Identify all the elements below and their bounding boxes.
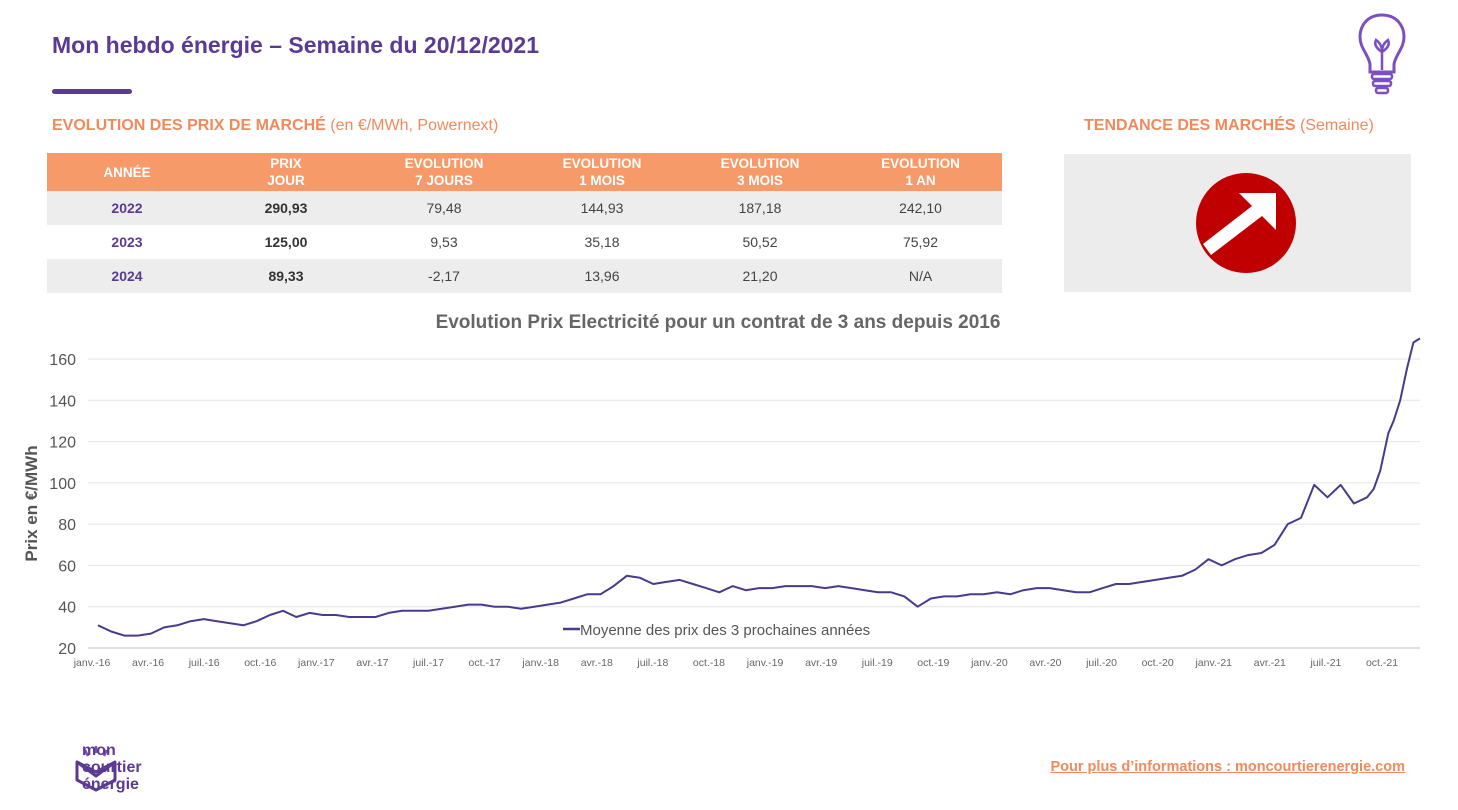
table-row: 2023 125,00 9,53 35,18 50,52 75,92 xyxy=(47,225,1002,259)
logo-line2: courtier xyxy=(82,759,142,776)
col-header-evo-1m: EVOLUTION 1 MOIS xyxy=(562,156,642,188)
trend-panel xyxy=(1064,154,1411,292)
logo-line1: mon xyxy=(82,742,116,759)
y-axis-label: Prix en €/MWh xyxy=(22,445,41,561)
y-tick-label: 140 xyxy=(49,393,76,410)
y-tick-label: 100 xyxy=(49,476,76,493)
page-title: Mon hebdo énergie – Semaine du 20/12/202… xyxy=(52,32,540,58)
cell-evo-7j: 79,48 xyxy=(426,200,462,216)
market-section-title: EVOLUTION DES PRIX DE MARCHÉ (en €/MWh, … xyxy=(52,117,498,135)
more-info-link[interactable]: Pour plus d’informations : moncourtieren… xyxy=(1050,759,1406,775)
trend-section-title: TENDANCE DES MARCHÉS (Semaine) xyxy=(1084,117,1374,135)
x-tick-label: juil.-16 xyxy=(188,657,220,669)
x-tick-label: oct.-19 xyxy=(917,657,949,669)
x-tick-label: juil.-19 xyxy=(861,657,893,669)
lightbulb-icon xyxy=(1358,13,1406,95)
cell-evo-1a: 242,10 xyxy=(899,200,942,216)
cell-evo-1m: 13,96 xyxy=(584,268,620,284)
x-tick-label: juil.-18 xyxy=(636,657,668,669)
x-tick-label: avr.-17 xyxy=(356,657,388,669)
x-tick-label: janv.-18 xyxy=(521,657,559,669)
col-header-annee: Année xyxy=(103,164,151,180)
logo-icon xyxy=(75,746,117,792)
x-tick-label: juil.-17 xyxy=(412,657,444,669)
x-tick-label: avr.-16 xyxy=(132,657,164,669)
market-section-title-bold: EVOLUTION DES PRIX DE MARCHÉ xyxy=(52,117,326,134)
x-tick-label: janv.-16 xyxy=(73,657,111,669)
x-tick-label: oct.-17 xyxy=(469,657,501,669)
cell-year: 2024 xyxy=(111,268,143,284)
y-tick-label: 160 xyxy=(49,352,76,369)
price-table: Année PRIX JOUR EVOLUTION 7 JOURS EVOLUTIO… xyxy=(47,153,1002,293)
trend-section-title-bold: TENDANCE DES MARCHÉS xyxy=(1084,117,1296,134)
price-line-chart: 20 40 60 80 100 120 140 160 janv.-16 avr.-16 juil.… xyxy=(22,337,1421,669)
y-tick-label: 80 xyxy=(58,517,76,534)
x-tick-label: juil.-20 xyxy=(1085,657,1117,669)
x-tick-label: janv.-17 xyxy=(297,657,335,669)
cell-evo-7j: -2,17 xyxy=(428,268,460,284)
cell-evo-1a: N/A xyxy=(908,268,933,284)
x-tick-label: avr.-18 xyxy=(581,657,613,669)
col-header-evo-1a: EVOLUTION 1 AN xyxy=(881,156,960,188)
logo-line3: énergie xyxy=(82,776,139,793)
y-tick-label: 120 xyxy=(49,435,76,452)
x-tick-label: janv.-21 xyxy=(1194,657,1232,669)
logo-text: mon courtier énergie xyxy=(82,742,142,793)
trend-section-title-rest: (Semaine) xyxy=(1295,117,1374,134)
x-tick-label: avr.-21 xyxy=(1254,657,1286,669)
cell-prix-jour: 125,00 xyxy=(264,234,308,250)
legend-label: Moyenne des prix des 3 prochaines années xyxy=(580,622,870,639)
cell-prix-jour: 89,33 xyxy=(268,268,304,284)
series-line xyxy=(97,337,1421,637)
x-tick-label: oct.-16 xyxy=(244,657,276,669)
x-tick-label: oct.-18 xyxy=(693,657,725,669)
cell-evo-3m: 187,18 xyxy=(738,200,782,216)
trend-up-arrow-icon xyxy=(1196,173,1296,273)
y-tick-label: 60 xyxy=(58,558,76,575)
x-tick-label: avr.-20 xyxy=(1029,657,1061,669)
y-tick-label: 20 xyxy=(58,641,76,658)
col-header-evo-7j: EVOLUTION 7 JOURS xyxy=(404,156,484,188)
price-table-header: Année PRIX JOUR EVOLUTION 7 JOURS EVOLUTIO… xyxy=(47,153,1002,191)
table-row: 2024 89,33 -2,17 13,96 21,20 N/A xyxy=(47,259,1002,293)
col-header-prix-jour: PRIX JOUR xyxy=(267,156,305,188)
title-underline xyxy=(52,89,132,94)
cell-evo-7j: 9,53 xyxy=(430,234,458,250)
cell-evo-3m: 50,52 xyxy=(742,234,778,250)
chart-title: Evolution Prix Electricité pour un contr… xyxy=(435,312,1001,333)
x-tick-label: oct.-21 xyxy=(1366,657,1398,669)
x-tick-label: avr.-19 xyxy=(805,657,837,669)
cell-evo-1m: 35,18 xyxy=(584,234,620,250)
cell-prix-jour: 290,93 xyxy=(264,200,308,216)
x-tick-label: janv.-19 xyxy=(746,657,784,669)
col-header-evo-3m: EVOLUTION 3 MOIS xyxy=(720,156,800,188)
x-tick-label: janv.-20 xyxy=(970,657,1008,669)
cell-evo-3m: 21,20 xyxy=(742,268,778,284)
x-tick-label: oct.-20 xyxy=(1142,657,1174,669)
cell-year: 2022 xyxy=(111,200,143,216)
cell-evo-1a: 75,92 xyxy=(902,234,939,250)
cell-year: 2023 xyxy=(111,234,143,250)
market-section-title-rest: (en €/MWh, Powernext) xyxy=(325,117,499,134)
x-tick-label: juil.-21 xyxy=(1309,657,1341,669)
cell-evo-1m: 144,93 xyxy=(580,200,624,216)
y-tick-label: 40 xyxy=(58,600,76,617)
table-row: 2022 290,93 79,48 144,93 187,18 242,10 xyxy=(47,191,1002,225)
